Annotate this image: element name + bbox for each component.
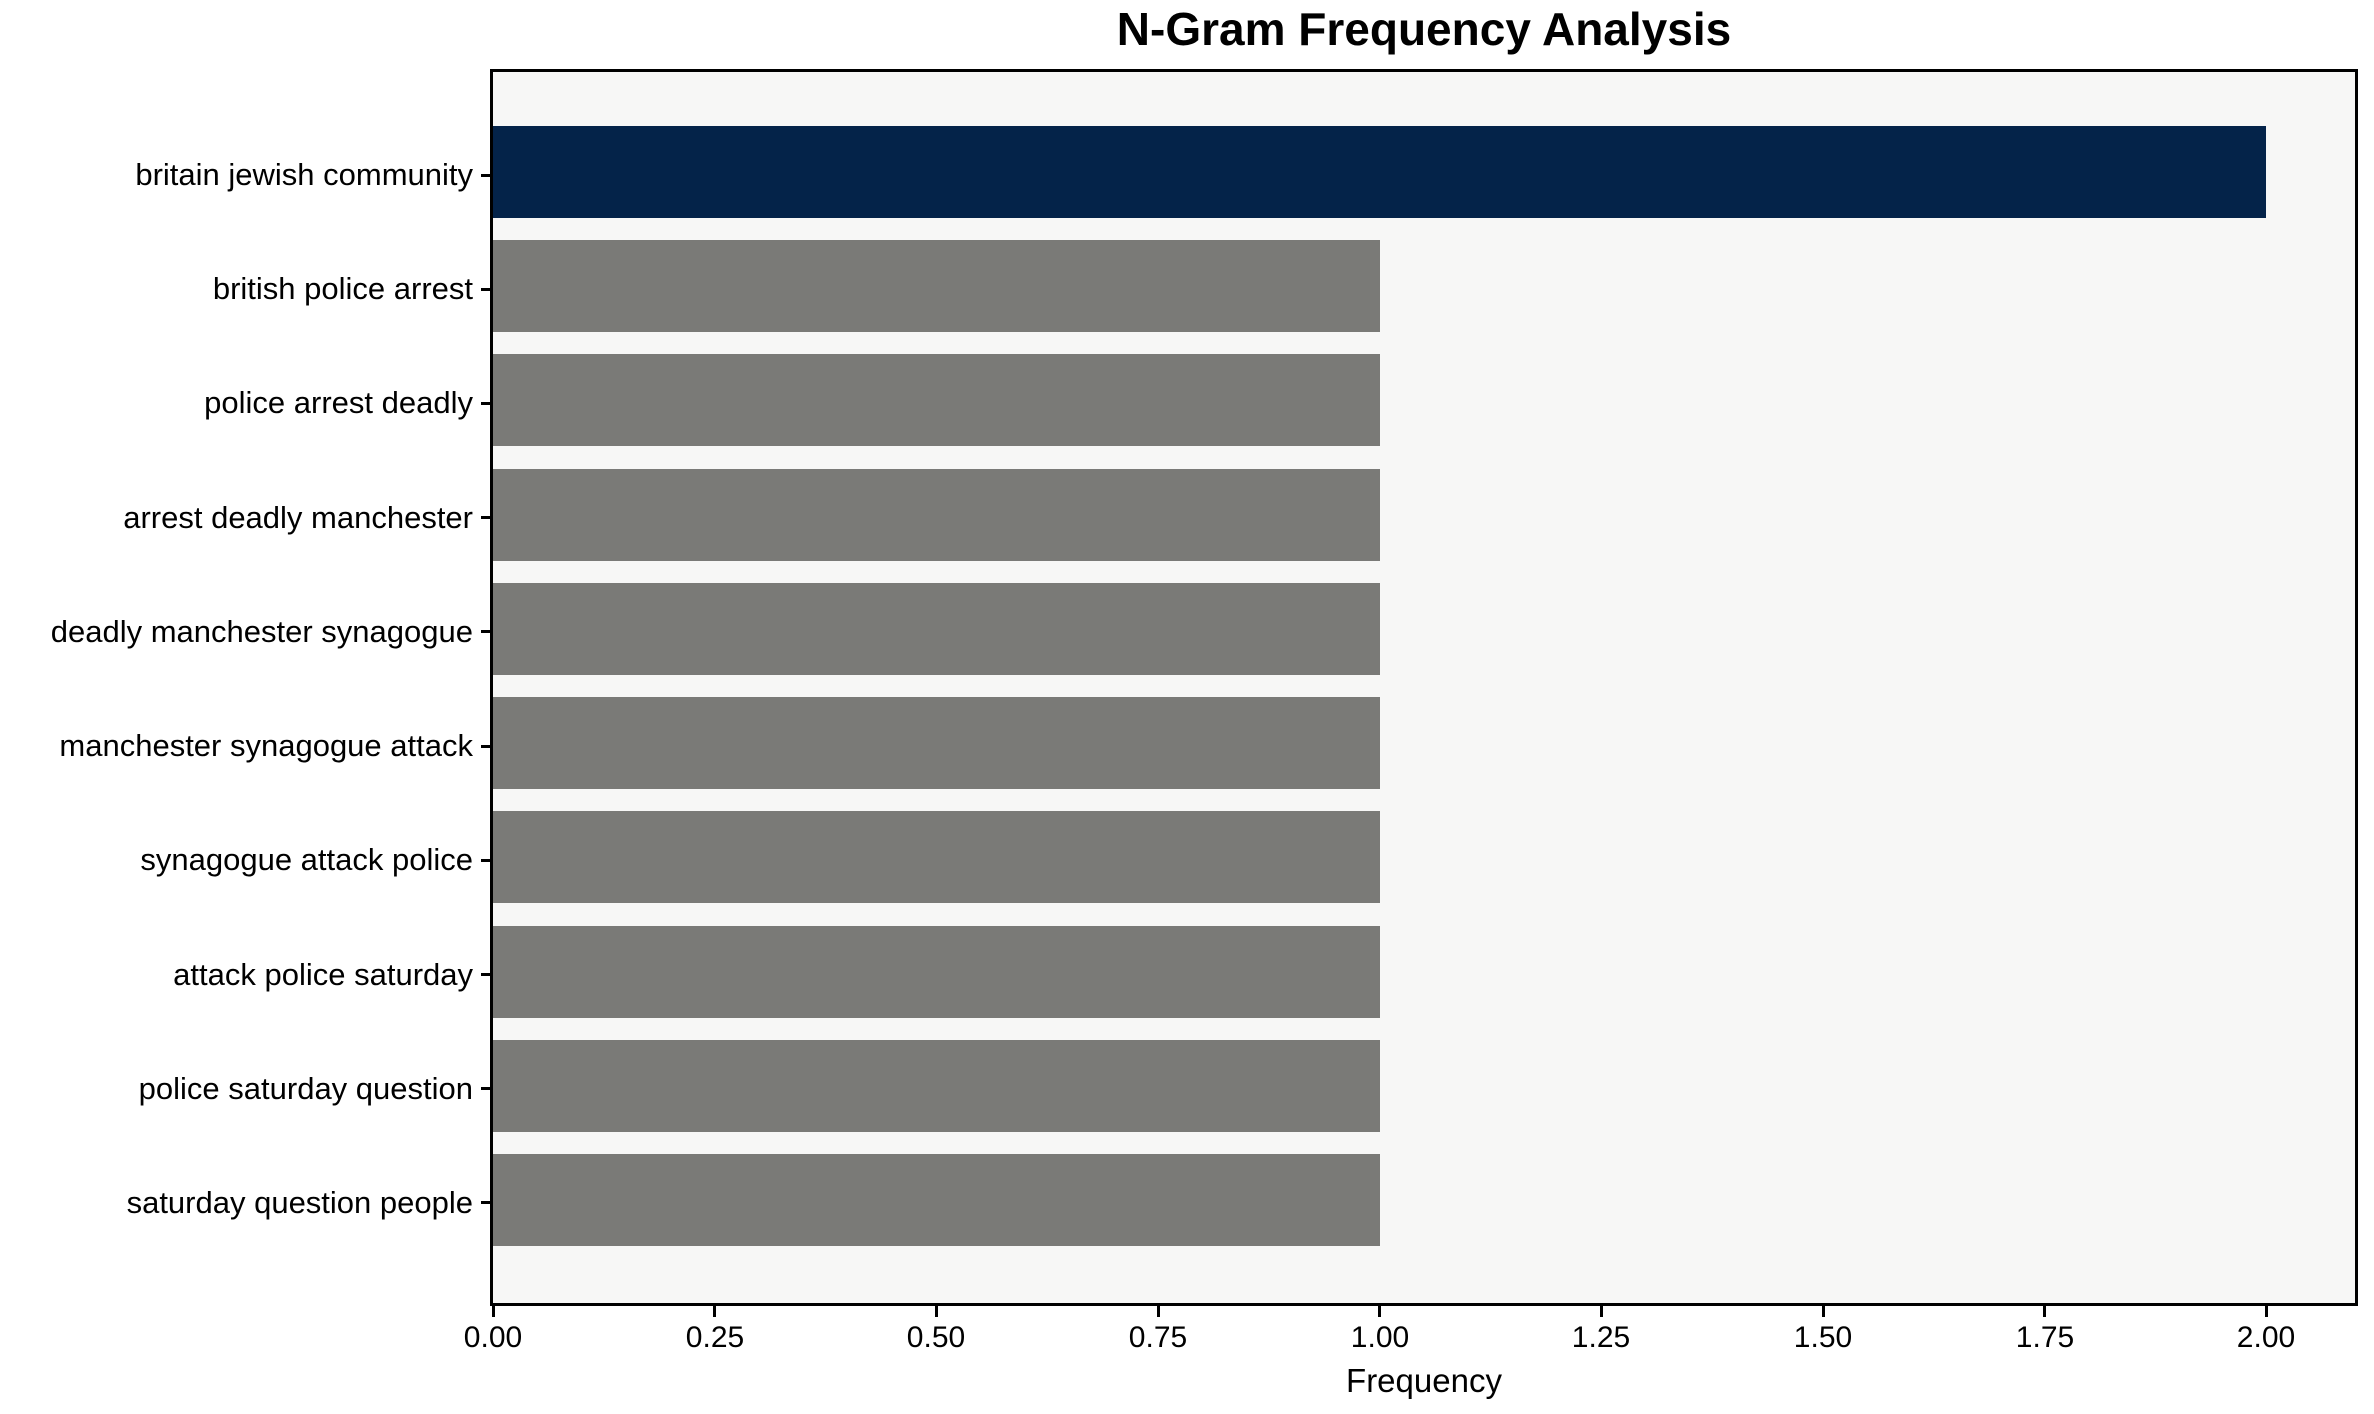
y-tick-label: british police arrest [212, 271, 473, 306]
x-tick-mark [1157, 1303, 1160, 1317]
y-tick-label: deadly manchester synagogue [50, 614, 473, 649]
x-tick-label: 1.00 [1350, 1321, 1410, 1354]
x-tick-label: 2.00 [2236, 1321, 2296, 1354]
y-tick-mark [481, 288, 493, 291]
y-tick-mark [481, 973, 493, 976]
x-tick-mark [2043, 1303, 2046, 1317]
bar [493, 240, 1380, 333]
y-tick-label: attack police saturday [173, 957, 473, 992]
bar [493, 354, 1380, 447]
x-tick-label: 1.25 [1571, 1321, 1631, 1354]
bar [493, 697, 1380, 790]
y-tick-mark [481, 1201, 493, 1204]
bar [493, 582, 1380, 675]
plot-area [490, 69, 2358, 1306]
x-tick-label: 0.25 [685, 1321, 745, 1354]
bar [493, 126, 2266, 218]
x-tick-mark [492, 1303, 495, 1317]
x-tick-mark [1378, 1303, 1381, 1317]
y-tick-label: synagogue attack police [140, 842, 473, 877]
x-tick-label: 0.75 [1128, 1321, 1188, 1354]
y-tick-label: manchester synagogue attack [59, 728, 473, 763]
x-tick-mark [1822, 1303, 1825, 1317]
y-tick-mark [481, 630, 493, 633]
x-tick-mark [2265, 1303, 2268, 1317]
bar [493, 468, 1380, 561]
x-axis-label: Frequency [1346, 1362, 1502, 1399]
x-tick-label: 1.50 [1793, 1321, 1853, 1354]
x-tick-label: 1.75 [2015, 1321, 2075, 1354]
x-tick-mark [713, 1303, 716, 1317]
y-tick-label: saturday question people [126, 1185, 473, 1220]
chart-title: N-Gram Frequency Analysis [1116, 3, 1732, 55]
y-tick-mark [481, 174, 493, 177]
y-tick-mark [481, 1087, 493, 1090]
x-tick-mark [935, 1303, 938, 1317]
x-tick-label: 0.50 [906, 1321, 966, 1354]
y-tick-mark [481, 516, 493, 519]
x-tick-label: 0.00 [463, 1321, 523, 1354]
bar [493, 811, 1380, 904]
y-tick-mark [481, 859, 493, 862]
y-tick-label: police saturday question [138, 1071, 473, 1106]
bar [493, 1153, 1380, 1246]
bar [493, 925, 1380, 1018]
y-tick-label: arrest deadly manchester [123, 500, 473, 535]
bar [493, 1039, 1380, 1132]
x-tick-mark [1600, 1303, 1603, 1317]
y-tick-label: police arrest deadly [204, 385, 473, 420]
y-tick-label: britain jewish community [135, 157, 473, 192]
y-tick-mark [481, 402, 493, 405]
y-tick-mark [481, 745, 493, 748]
